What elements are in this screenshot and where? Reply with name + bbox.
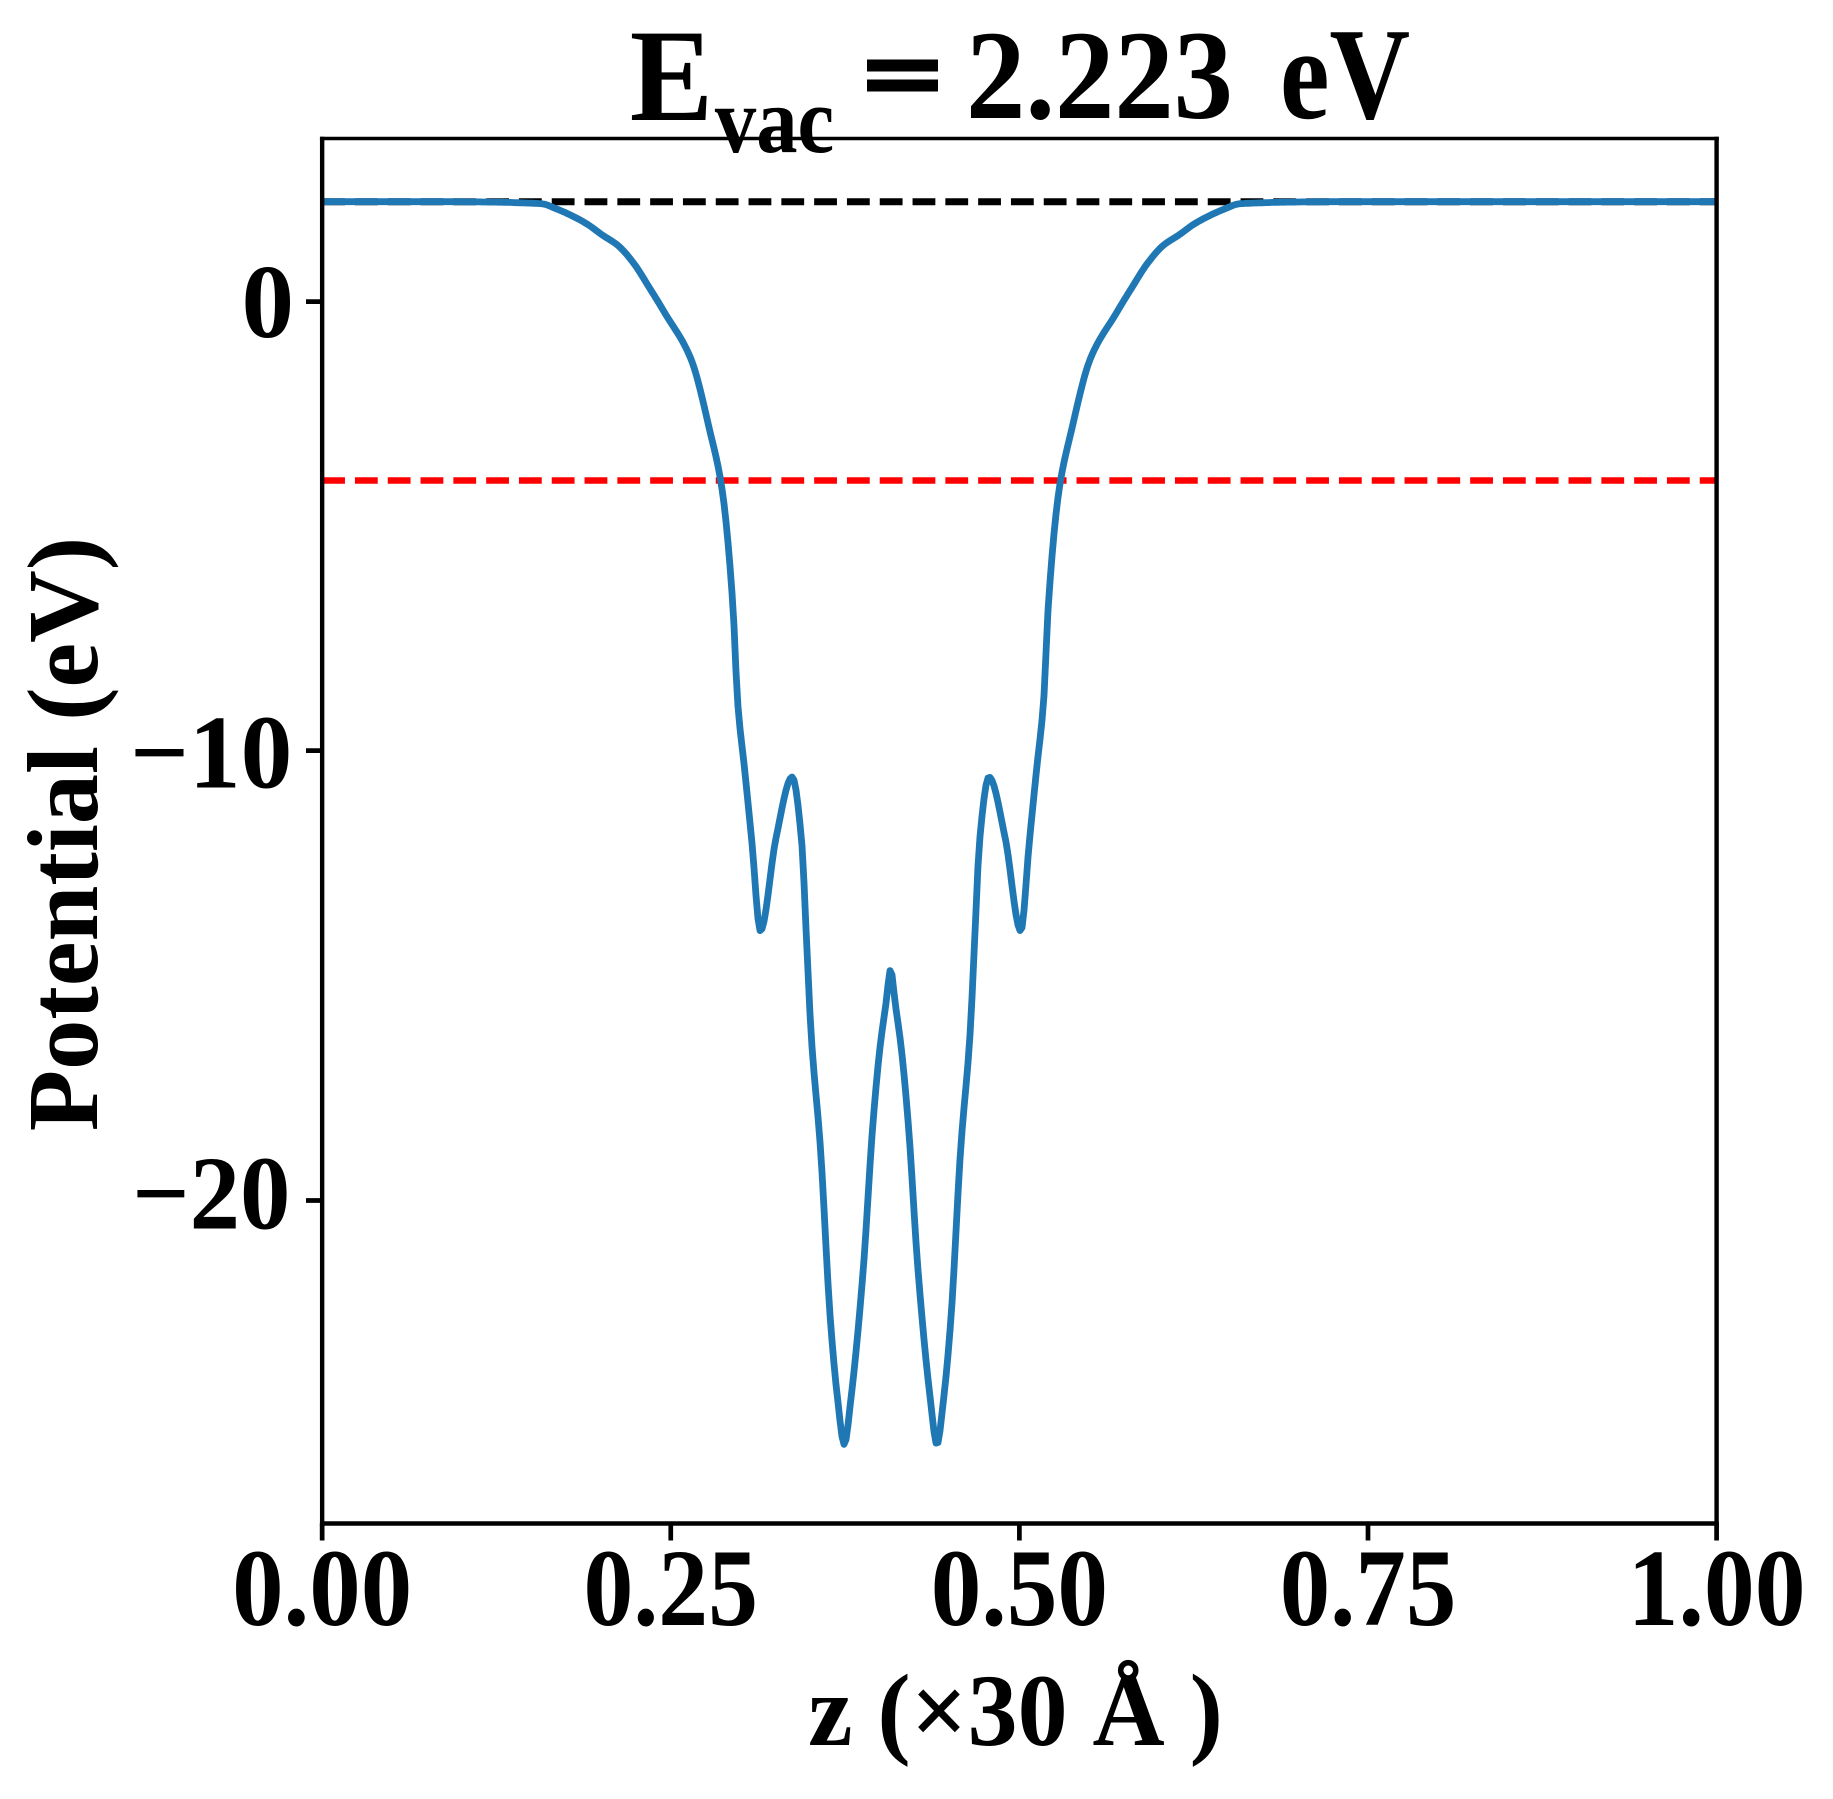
svg-text:2.223: 2.223 [966, 4, 1233, 146]
svg-text:Potential (eV): Potential (eV) [7, 537, 119, 1131]
svg-text:−10: −10 [130, 694, 292, 811]
svg-text:eV: eV [1280, 3, 1410, 147]
svg-text:−20: −20 [132, 1135, 290, 1251]
svg-text:vac: vac [715, 69, 834, 173]
svg-text:1.00: 1.00 [1628, 1526, 1806, 1649]
svg-text:0.50: 0.50 [931, 1527, 1108, 1649]
svg-text:0.25: 0.25 [584, 1527, 758, 1650]
svg-text:E: E [630, 3, 713, 149]
svg-text:0.00: 0.00 [232, 1528, 412, 1650]
svg-text:0.75: 0.75 [1280, 1527, 1457, 1649]
svg-text:z (×30 Å ): z (×30 Å ) [808, 1654, 1223, 1768]
svg-text:0: 0 [242, 243, 295, 360]
